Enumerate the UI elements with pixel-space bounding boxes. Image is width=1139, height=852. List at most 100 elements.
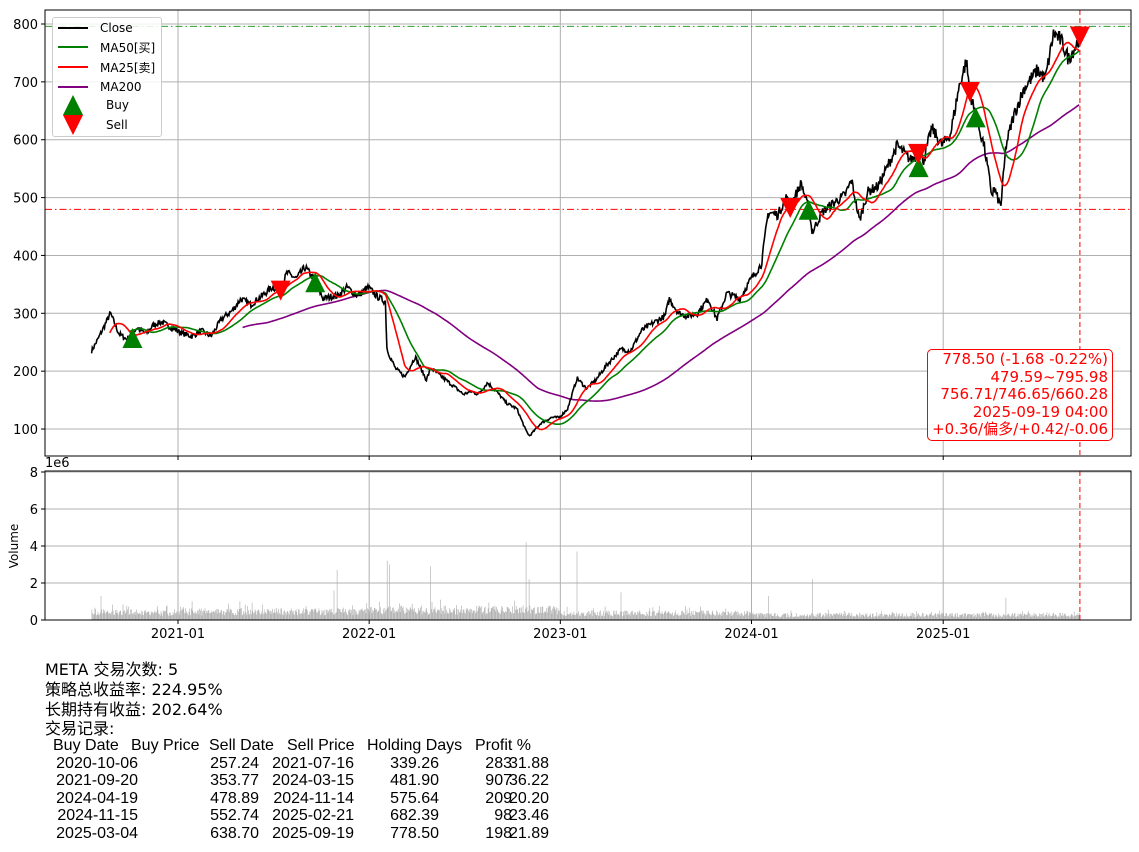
volume-bar <box>966 615 968 620</box>
volume-bar <box>722 611 723 620</box>
volume-bar <box>830 613 831 620</box>
y-tick-label: 700 <box>13 76 38 91</box>
volume-bar <box>462 609 464 620</box>
volume-bar <box>159 615 161 620</box>
volume-bar <box>455 614 456 620</box>
volume-bar <box>384 607 386 620</box>
volume-bar <box>1010 616 1012 620</box>
volume-bar <box>465 609 467 620</box>
volume-bar <box>559 610 560 620</box>
volume-bar <box>415 612 417 620</box>
volume-bar <box>1005 597 1007 620</box>
volume-bar <box>249 614 251 620</box>
volume-bar <box>1061 616 1063 620</box>
volume-bar <box>944 615 945 620</box>
volume-bar <box>981 613 982 620</box>
volume-bar <box>941 612 942 620</box>
volume-bar <box>427 614 429 620</box>
volume-bar <box>716 610 717 620</box>
volume-bar <box>208 610 210 620</box>
volume-bar <box>552 608 553 620</box>
volume-bar <box>971 614 972 620</box>
volume-bar <box>786 612 788 620</box>
volume-bar <box>460 609 462 620</box>
volume-bar <box>838 614 840 620</box>
volume-bar <box>285 612 286 620</box>
table-row: 2021-09-20 353.77 2024-03-15 481.90 907 36.22 <box>45 772 555 790</box>
volume-bar <box>736 612 737 620</box>
volume-bar <box>156 612 157 620</box>
volume-tick-label: 6 <box>30 503 38 518</box>
volume-bar <box>153 613 154 620</box>
volume-bar <box>175 613 177 620</box>
volume-bar <box>266 609 268 620</box>
volume-bar <box>407 608 408 620</box>
volume-bar <box>396 612 398 620</box>
volume-bar <box>661 611 663 620</box>
volume-bar <box>820 613 821 620</box>
volume-bar <box>581 612 582 620</box>
volume-bar <box>662 613 663 620</box>
volume-bar <box>915 617 916 620</box>
volume-bar <box>963 613 965 620</box>
volume-bar <box>566 606 568 620</box>
volume-bar <box>728 612 730 620</box>
volume-bar <box>345 612 347 620</box>
volume-bar <box>406 612 408 620</box>
volume-bar <box>632 614 634 620</box>
volume-bar <box>823 614 824 620</box>
volume-bar <box>897 614 899 620</box>
volume-bar <box>948 616 950 620</box>
volume-bar <box>1051 615 1053 620</box>
volume-bar <box>1006 615 1007 620</box>
volume-bar <box>321 609 323 620</box>
volume-bar <box>421 605 422 620</box>
table-cell: 575.64 <box>390 789 439 807</box>
volume-bar <box>205 613 207 620</box>
volume-bar <box>689 607 690 620</box>
volume-bar <box>568 614 569 620</box>
volume-bar <box>723 611 724 620</box>
volume-bar <box>166 605 168 620</box>
volume-bar <box>704 613 705 620</box>
volume-bar <box>180 606 181 620</box>
volume-bar <box>526 607 528 620</box>
volume-bar <box>99 614 100 620</box>
volume-bar <box>1037 617 1039 620</box>
volume-bar <box>603 611 604 620</box>
volume-bar <box>949 613 950 620</box>
volume-bar <box>869 615 871 620</box>
volume-bar <box>711 615 712 620</box>
volume-bar <box>477 611 478 620</box>
volume-bar <box>623 611 624 620</box>
table-row: 2020-10-06 257.24 2021-07-16 339.26 283 31.88 <box>45 755 555 773</box>
volume-bar <box>351 610 352 620</box>
volume-bar <box>199 608 200 620</box>
volume-bar <box>864 616 865 620</box>
volume-bar <box>921 615 922 620</box>
volume-bar <box>489 612 490 620</box>
volume-bar <box>129 613 131 620</box>
volume-bar <box>183 607 184 620</box>
volume-bar <box>216 613 218 620</box>
volume-bar <box>228 603 229 620</box>
volume-bar <box>896 612 897 620</box>
volume-bar <box>273 613 274 620</box>
volume-bar <box>919 615 920 620</box>
volume-bar <box>569 613 571 620</box>
volume-bar <box>976 613 978 620</box>
volume-bar <box>708 610 709 620</box>
volume-bar <box>972 614 973 620</box>
volume-bar <box>1021 615 1023 620</box>
volume-bar <box>501 606 503 620</box>
volume-bar <box>257 610 258 620</box>
volume-bar <box>103 609 104 620</box>
volume-bar <box>137 612 138 620</box>
volume-bar <box>219 612 220 620</box>
volume-bar <box>298 609 300 620</box>
volume-bar <box>934 614 935 620</box>
volume-bar <box>125 611 127 620</box>
volume-bar <box>696 611 698 620</box>
volume-bar <box>140 613 141 620</box>
volume-bar <box>354 609 355 620</box>
